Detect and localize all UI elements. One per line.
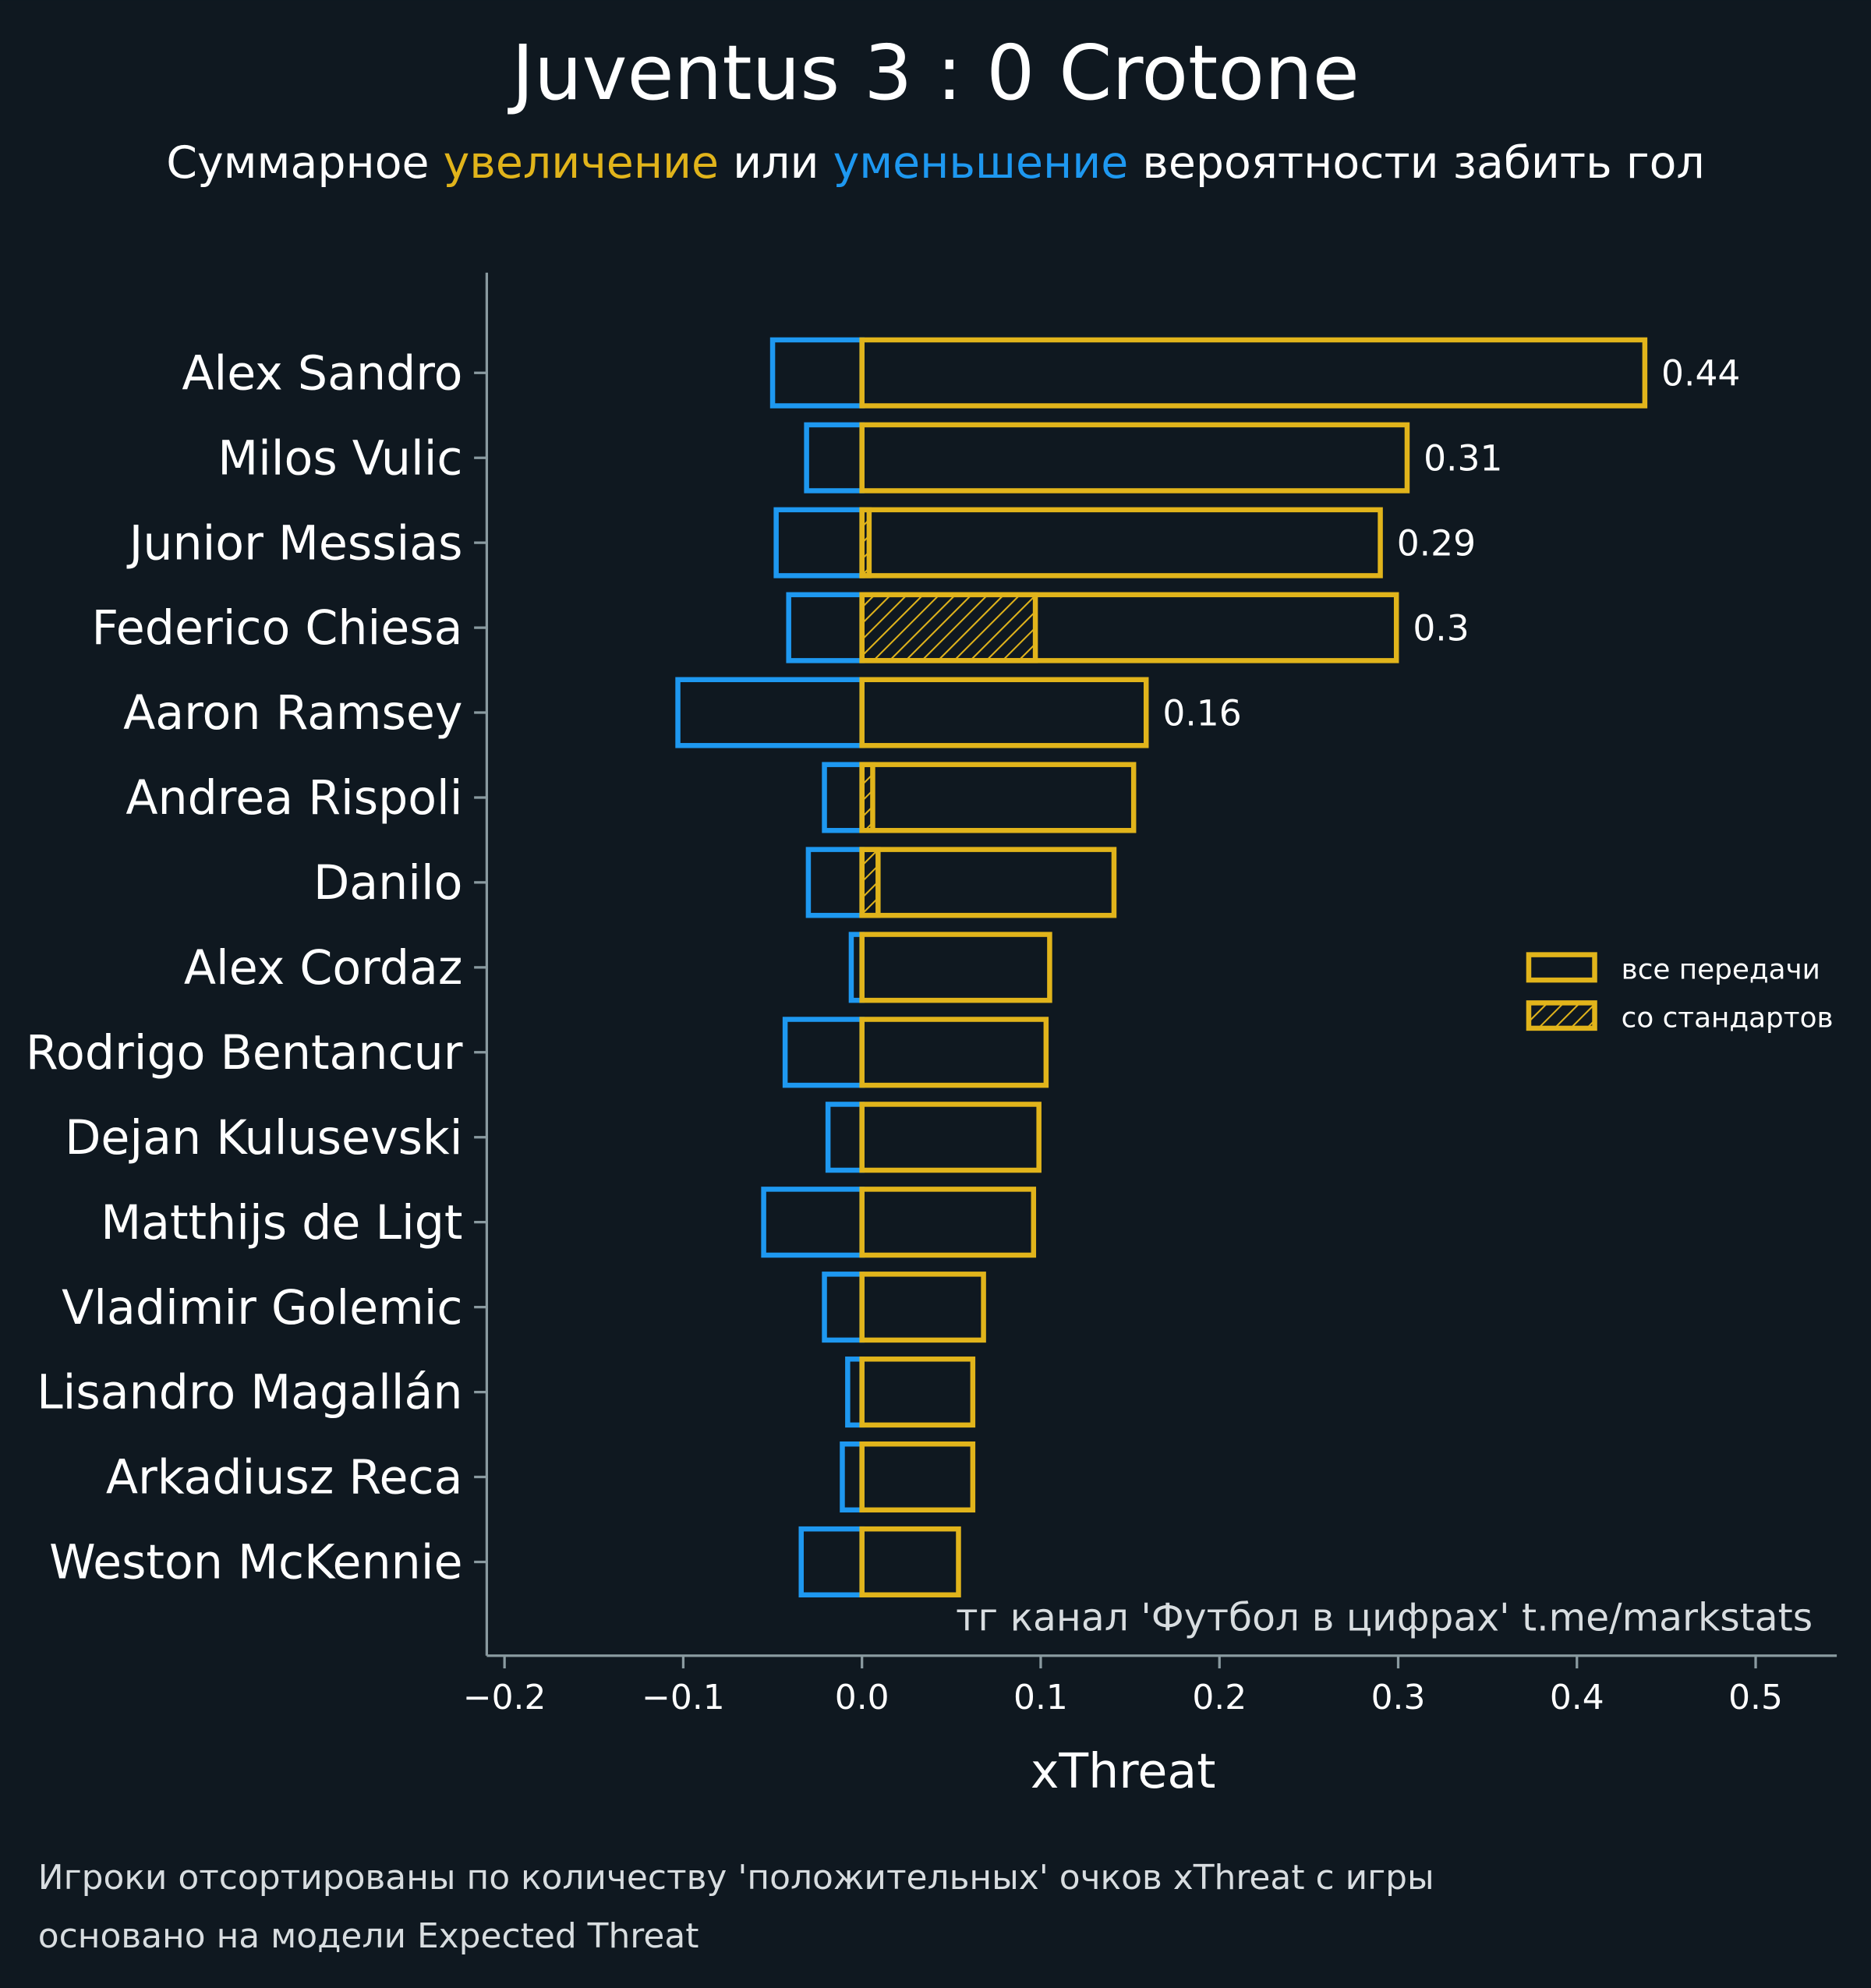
bar-positive bbox=[859, 1017, 1049, 1088]
bar-positive bbox=[859, 1441, 976, 1513]
legend-label-all-passes: все передачи bbox=[1622, 953, 1820, 985]
x-tick-label: 0.2 bbox=[1192, 1678, 1247, 1717]
chart-title: Juventus 3 : 0 Crotone bbox=[507, 29, 1360, 118]
player-label: Danilo bbox=[313, 856, 463, 911]
player-label: Alex Cordaz bbox=[184, 941, 463, 996]
bar-positive bbox=[859, 1102, 1042, 1173]
bar-positive bbox=[859, 1526, 961, 1597]
player-label: Junior Messias bbox=[126, 516, 463, 571]
legend: все передачи со стандартов bbox=[1526, 952, 1834, 1034]
footnote-1: Игроки отсортированы по количеству 'поло… bbox=[38, 1858, 1434, 1898]
chart-subtitle: Суммарное увеличение или уменьшение веро… bbox=[166, 137, 1705, 189]
bar-value-label: 0.31 bbox=[1424, 437, 1502, 479]
player-label: Alex Sandro bbox=[182, 346, 462, 401]
subtitle-part: или bbox=[719, 137, 833, 189]
player-label: Aaron Ramsey bbox=[123, 686, 462, 741]
bar-set-pieces bbox=[859, 507, 872, 578]
player-label: Vladimir Golemic bbox=[62, 1281, 462, 1335]
subtitle-decrease: уменьшение bbox=[833, 137, 1129, 189]
player-label: Federico Chiesa bbox=[91, 601, 462, 656]
x-tick-label: 0.4 bbox=[1550, 1678, 1604, 1717]
bar-positive bbox=[859, 1357, 976, 1428]
x-axis-label: xThreat bbox=[1031, 1743, 1216, 1799]
footnote-2: основано на модели Expected Threat bbox=[38, 1916, 699, 1956]
x-tick-label: −0.2 bbox=[463, 1678, 546, 1717]
x-tick-label: 0.3 bbox=[1371, 1678, 1426, 1717]
legend-label-set-pieces: со стандартов bbox=[1622, 1002, 1834, 1034]
bar-positive bbox=[859, 1187, 1037, 1258]
subtitle-increase: увеличение bbox=[444, 137, 719, 189]
bar-positive bbox=[859, 422, 1410, 493]
bar-positive bbox=[859, 677, 1149, 748]
player-label: Rodrigo Bentancur bbox=[26, 1026, 463, 1081]
bar-set-pieces bbox=[859, 762, 875, 833]
bar-set-pieces bbox=[859, 592, 1038, 663]
bar-positive bbox=[859, 337, 1648, 409]
player-label: Milos Vulic bbox=[218, 431, 462, 486]
player-label: Lisandro Magallán bbox=[37, 1366, 462, 1420]
x-tick-label: 0.1 bbox=[1013, 1678, 1068, 1717]
bar-positive bbox=[859, 932, 1052, 1003]
watermark: тг канал 'Футбол в цифрах' t.me/markstat… bbox=[956, 1595, 1813, 1640]
bar-value-label: 0.3 bbox=[1413, 607, 1469, 649]
player-label: Weston McKennie bbox=[49, 1536, 462, 1590]
bar-set-pieces bbox=[859, 847, 881, 918]
player-label: Matthijs de Ligt bbox=[101, 1196, 462, 1250]
player-label: Dejan Kulusevski bbox=[65, 1111, 462, 1166]
x-tick-label: −0.1 bbox=[642, 1678, 725, 1717]
player-label: Arkadiusz Reca bbox=[106, 1451, 463, 1505]
bar-value-label: 0.16 bbox=[1162, 692, 1241, 734]
x-tick-label: 0.5 bbox=[1728, 1678, 1783, 1717]
player-label: Andrea Rispoli bbox=[126, 771, 462, 826]
legend-swatch-all-passes bbox=[1526, 952, 1597, 983]
bar-positive bbox=[859, 1272, 986, 1343]
legend-swatch-set-pieces bbox=[1526, 1000, 1597, 1031]
bar-value-label: 0.44 bbox=[1661, 353, 1740, 394]
x-tick-label: 0.0 bbox=[835, 1678, 890, 1717]
bar-value-label: 0.29 bbox=[1397, 522, 1476, 564]
subtitle-part: Суммарное bbox=[166, 137, 443, 189]
subtitle-part: вероятности забить гол bbox=[1128, 137, 1705, 189]
